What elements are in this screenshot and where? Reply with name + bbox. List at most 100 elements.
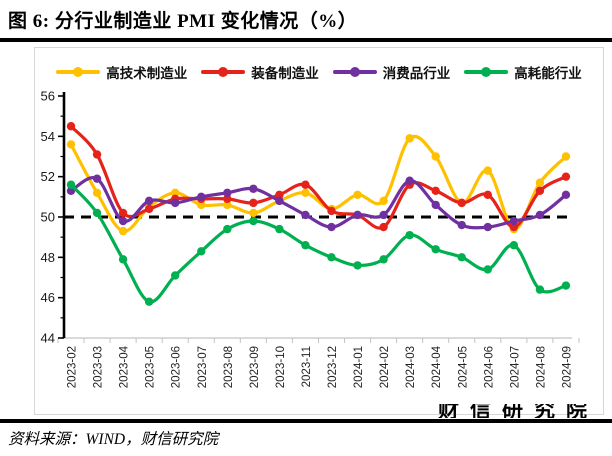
marker-高耗能行业 [92, 208, 102, 218]
x-tick-label: 2024-07 [509, 346, 521, 388]
legend-label: 高技术制造业 [106, 66, 188, 81]
marker-高耗能行业 [379, 255, 388, 264]
marker-消费品行业 [92, 174, 102, 183]
marker-高耗能行业 [405, 230, 414, 240]
marker-高耗能行业 [483, 265, 492, 274]
marker-高技术制造业 [223, 200, 232, 210]
marker-装备制造业 [431, 186, 440, 195]
y-tick-label: 56 [41, 89, 55, 104]
marker-高技术制造业 [249, 208, 258, 218]
x-tick-label: 2023-08 [223, 346, 235, 388]
marker-装备制造业 [249, 198, 258, 208]
x-tick-label: 2024-05 [457, 346, 469, 388]
marker-高技术制造业 [405, 134, 414, 143]
legend-label: 装备制造业 [251, 66, 319, 81]
x-tick-label: 2023-07 [197, 346, 209, 388]
x-tick-label: 2023-10 [275, 346, 287, 388]
chart-panel: 高技术制造业 装备制造业 消费品行业 高耗能行业 44 46 48 50 52 54 56 2023… [34, 47, 604, 415]
legend-label: 消费品行业 [382, 66, 451, 81]
marker-高耗能行业 [327, 253, 336, 262]
marker-高技术制造业 [561, 152, 571, 161]
marker-消费品行业 [353, 210, 362, 220]
marker-装备制造业 [301, 180, 310, 189]
source-note: 资料来源：WIND，财信研究院 [8, 431, 219, 448]
x-tick-label: 2024-03 [405, 346, 417, 388]
x-tick-label: 2023-03 [93, 346, 105, 388]
marker-装备制造业 [509, 222, 519, 232]
marker-消费品行业 [118, 216, 128, 226]
marker-装备制造业 [561, 172, 571, 181]
x-tick-label: 2024-08 [535, 346, 547, 388]
legend-item: 装备制造业 [201, 62, 319, 82]
legend-marker-icon [464, 67, 509, 77]
x-tick-label: 2023-02 [67, 346, 79, 388]
marker-装备制造业 [275, 190, 284, 200]
marker-高耗能行业 [457, 253, 466, 262]
marker-高耗能行业 [118, 255, 128, 264]
x-tick-label: 2023-05 [145, 346, 157, 388]
marker-高技术制造业 [483, 166, 492, 175]
marker-消费品行业 [405, 176, 414, 185]
marker-高耗能行业 [275, 224, 284, 234]
marker-装备制造业 [66, 122, 76, 131]
marker-消费品行业 [431, 200, 440, 210]
x-tick-label: 2024-06 [483, 346, 495, 388]
x-tick-label: 2023-12 [327, 346, 339, 388]
marker-消费品行业 [561, 190, 571, 200]
marker-装备制造业 [457, 198, 466, 208]
y-tick-label: 52 [41, 169, 55, 184]
marker-高耗能行业 [249, 216, 258, 226]
marker-高耗能行业 [431, 245, 440, 254]
chart-legend: 高技术制造业 装备制造业 消费品行业 高耗能行业 [35, 62, 603, 82]
x-tick-label: 2024-01 [353, 346, 365, 388]
marker-消费品行业 [483, 222, 492, 232]
marker-装备制造业 [379, 222, 388, 232]
marker-装备制造业 [223, 194, 232, 204]
marker-装备制造业 [118, 208, 128, 218]
marker-高耗能行业 [197, 247, 206, 256]
legend-item: 消费品行业 [332, 62, 451, 82]
legend-dot-icon [349, 67, 360, 77]
marker-高耗能行业 [223, 224, 232, 234]
y-tick-label: 46 [41, 290, 55, 305]
marker-装备制造业 [535, 186, 545, 195]
marker-消费品行业 [509, 216, 519, 226]
marker-高耗能行业 [301, 241, 310, 250]
marker-消费品行业 [197, 192, 206, 202]
x-tick-label: 2024-04 [431, 345, 443, 388]
legend-dot-icon [73, 67, 84, 77]
marker-高技术制造业 [301, 188, 310, 197]
marker-消费品行业 [535, 210, 545, 220]
marker-高耗能行业 [509, 241, 519, 250]
marker-高耗能行业 [561, 281, 571, 290]
marker-装备制造业 [327, 206, 336, 216]
top-divider [0, 38, 612, 42]
legend-dot-icon [481, 67, 492, 77]
marker-高耗能行业 [171, 271, 180, 280]
y-tick-label: 54 [41, 129, 55, 144]
marker-装备制造业 [92, 150, 102, 159]
marker-高技术制造业 [171, 188, 180, 197]
marker-高技术制造业 [353, 190, 362, 200]
x-tick-label: 2023-04 [119, 345, 131, 388]
x-tick-label: 2024-09 [561, 346, 573, 388]
x-tick-label: 2023-11 [301, 346, 313, 387]
y-tick-label: 50 [41, 210, 55, 225]
pmi-line-chart: 44 46 48 50 52 54 56 2023-02 2023-03 2023-04 2023-… [41, 89, 580, 388]
marker-装备制造业 [144, 204, 154, 214]
legend-dot-icon [218, 67, 229, 77]
marker-高耗能行业 [66, 180, 76, 189]
marker-高耗能行业 [144, 297, 154, 306]
marker-高耗能行业 [535, 285, 545, 294]
figure-title: 图 6: 分行业制造业 PMI 变化情况（%） [8, 11, 358, 32]
marker-高耗能行业 [353, 261, 362, 270]
marker-消费品行业 [223, 188, 232, 197]
x-tick-label: 2023-06 [171, 346, 183, 388]
marker-高技术制造业 [118, 226, 128, 236]
marker-消费品行业 [144, 196, 154, 206]
marker-高技术制造业 [431, 152, 440, 161]
marker-消费品行业 [301, 210, 310, 220]
legend-item: 高耗能行业 [464, 62, 582, 82]
marker-高技术制造业 [379, 196, 388, 206]
watermark-fragment: 财信研究院 [438, 404, 598, 418]
